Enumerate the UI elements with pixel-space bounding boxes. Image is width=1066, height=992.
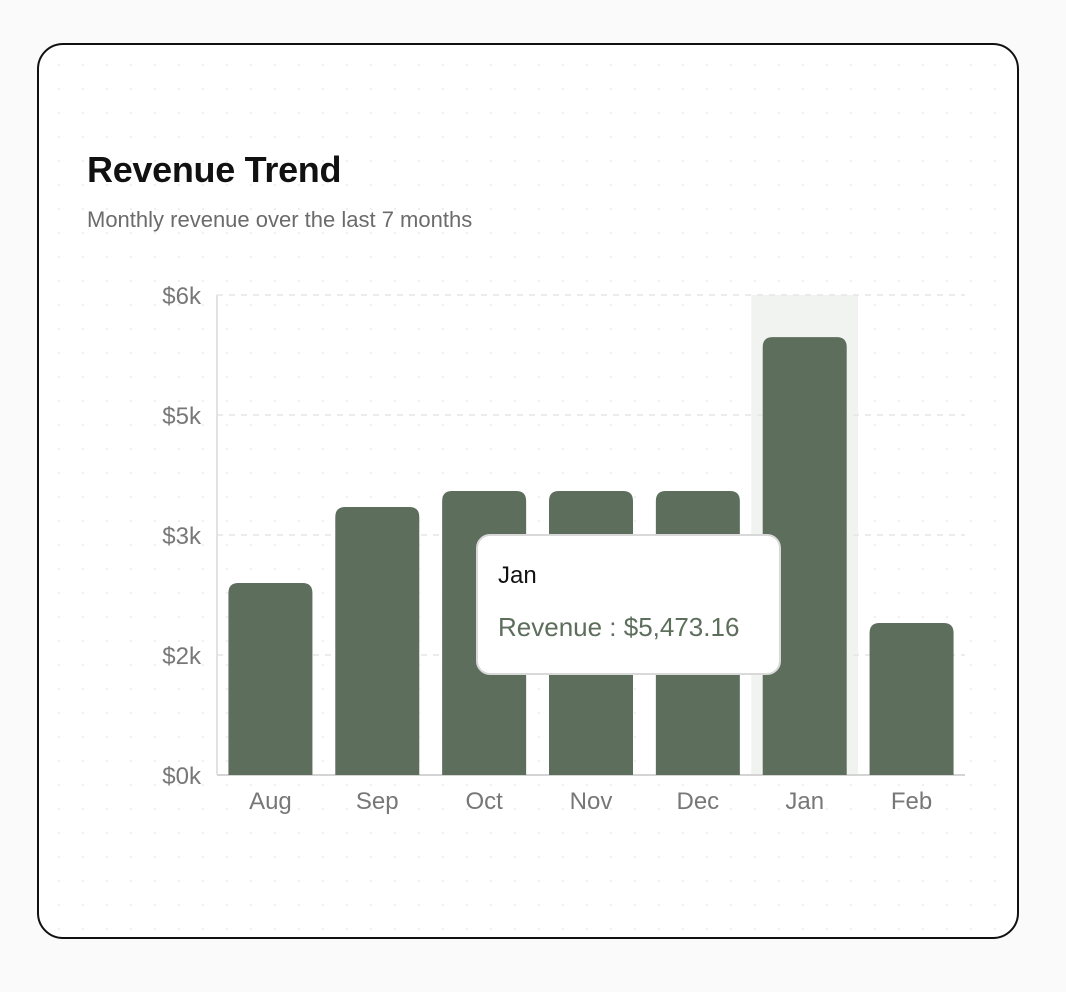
revenue-card: Revenue Trend Monthly revenue over the l… bbox=[37, 43, 1019, 939]
x-tick-label-feb: Feb bbox=[891, 788, 932, 815]
x-tick-label-aug: Aug bbox=[249, 788, 292, 815]
bar-aug[interactable] bbox=[228, 583, 313, 775]
y-tick-label: $2k bbox=[162, 643, 202, 670]
revenue-bar-chart: $0k $2k $3k $5k $6k Aug Sep Oct Nov Dec Jan Feb bbox=[162, 283, 965, 815]
chart-tooltip: Jan Revenue : $5,473.16 bbox=[476, 534, 781, 675]
x-tick-label-nov: Nov bbox=[570, 788, 613, 815]
y-tick-label: $6k bbox=[162, 283, 202, 310]
y-tick-label: $5k bbox=[162, 403, 202, 430]
bar-feb[interactable] bbox=[869, 623, 954, 775]
y-tick-label: $3k bbox=[162, 523, 202, 550]
x-tick-label-dec: Dec bbox=[677, 788, 720, 815]
x-tick-label-jan: Jan bbox=[785, 788, 824, 815]
x-tick-label-oct: Oct bbox=[465, 788, 503, 815]
bar-sep[interactable] bbox=[335, 507, 420, 775]
chart-subtitle: Monthly revenue over the last 7 months bbox=[87, 207, 473, 232]
y-tick-label: $0k bbox=[162, 763, 202, 790]
chart-title: Revenue Trend bbox=[87, 149, 342, 190]
bar-jan[interactable] bbox=[762, 337, 847, 775]
x-tick-label-sep: Sep bbox=[356, 788, 399, 815]
tooltip-revenue-value: Revenue : $5,473.16 bbox=[498, 612, 740, 642]
tooltip-title: Jan bbox=[498, 562, 537, 589]
